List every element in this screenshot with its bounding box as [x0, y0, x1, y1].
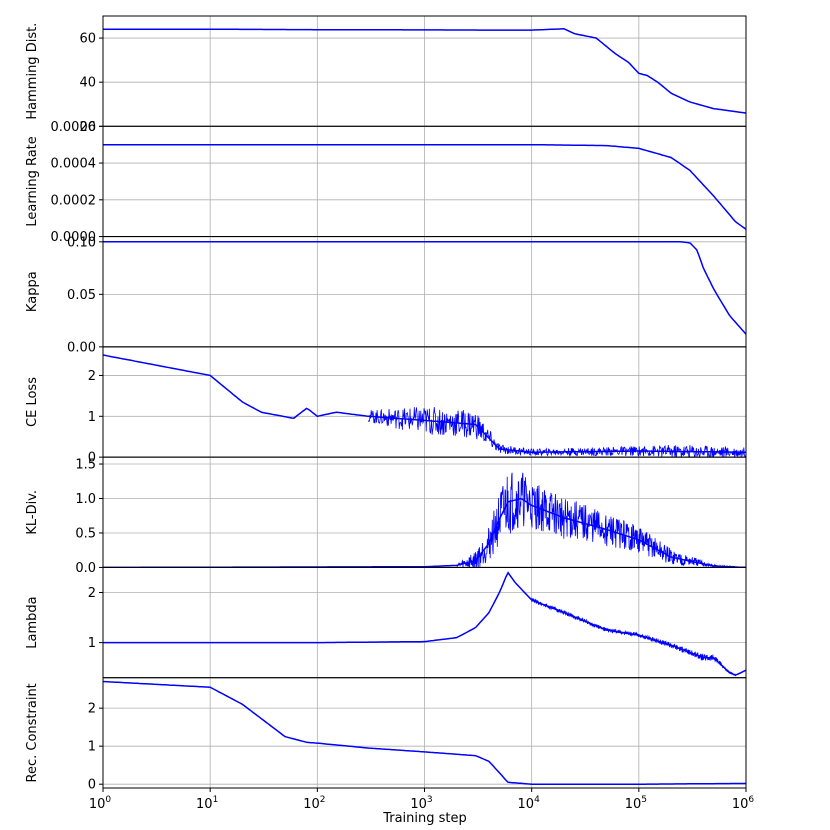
y-axis-label: Lambda	[25, 596, 40, 648]
y-tick-label: 0	[88, 778, 96, 793]
y-tick-label: 0.0	[75, 561, 96, 576]
y-axis-label: Rec. Constraint	[25, 683, 40, 782]
y-axis-label: Learning Rate	[25, 136, 40, 226]
y-axis-label: CE Loss	[25, 377, 40, 427]
series-line	[103, 143, 746, 230]
panel-1: 0.0000 0.0002 0.0004 0.0006 Learning Rate	[25, 120, 747, 245]
x-tick-label: 100	[89, 795, 112, 812]
y-tick-label: 0.00	[67, 340, 96, 355]
y-tick-label: 20	[79, 120, 96, 135]
panel-4: 0.0 0.5 1.0 1.5 KL-Div.	[25, 456, 747, 576]
y-tick-label: 0.05	[67, 288, 96, 303]
y-tick-label: 0.0006	[51, 120, 97, 135]
y-tick-label: 0.10	[67, 235, 96, 250]
y-axis-label: Hamming Dist.	[25, 23, 40, 120]
y-tick-label: 0	[88, 451, 96, 466]
y-tick-label: 1.5	[75, 458, 96, 473]
x-tick-label: 103	[410, 795, 432, 812]
panel-5: 1 2 Lambda	[25, 566, 747, 679]
y-tick-label: 0.5	[75, 526, 96, 541]
x-tick-label: 101	[196, 795, 218, 812]
series-noise	[531, 597, 746, 677]
x-tick-label: 104	[518, 795, 541, 812]
y-tick-label: 60	[79, 32, 96, 47]
x-tick-label: 106	[732, 795, 755, 812]
y-tick-label: 2	[88, 702, 96, 717]
y-axis-label: KL-Div.	[25, 490, 40, 535]
y-tick-label: 2	[88, 369, 96, 384]
panel-2: 0.00 0.05 0.10 Kappa	[25, 235, 747, 355]
panel-6: 0 1 2 Rec. Constraint 100 101 102 103 104 105 106	[25, 677, 755, 812]
y-tick-label: 1	[88, 410, 96, 425]
y-tick-label: 1	[88, 740, 96, 755]
x-tick-label: 102	[303, 795, 325, 812]
y-tick-label: 0.0004	[51, 157, 97, 172]
y-tick-label: 0.0000	[51, 230, 97, 245]
series-line	[103, 241, 746, 335]
panel-3: 0 1 2 CE Loss	[25, 346, 747, 466]
y-axis-label: Kappa	[25, 271, 40, 312]
y-tick-label: 1	[88, 636, 96, 651]
y-tick-label: 0.0002	[51, 193, 97, 208]
y-tick-label: 1.0	[75, 492, 96, 507]
x-axis-label: Training step	[382, 811, 467, 826]
y-tick-label: 40	[79, 76, 96, 91]
series-noise	[368, 407, 746, 458]
series-line	[103, 680, 746, 785]
series-line	[103, 28, 746, 114]
series-line	[103, 354, 746, 453]
series-noise	[456, 472, 746, 568]
panel-0: 20 40 60 Hamming Dist.	[25, 15, 747, 135]
x-tick-label: 105	[625, 795, 647, 812]
y-tick-label: 2	[88, 586, 96, 601]
series-line	[103, 571, 746, 676]
